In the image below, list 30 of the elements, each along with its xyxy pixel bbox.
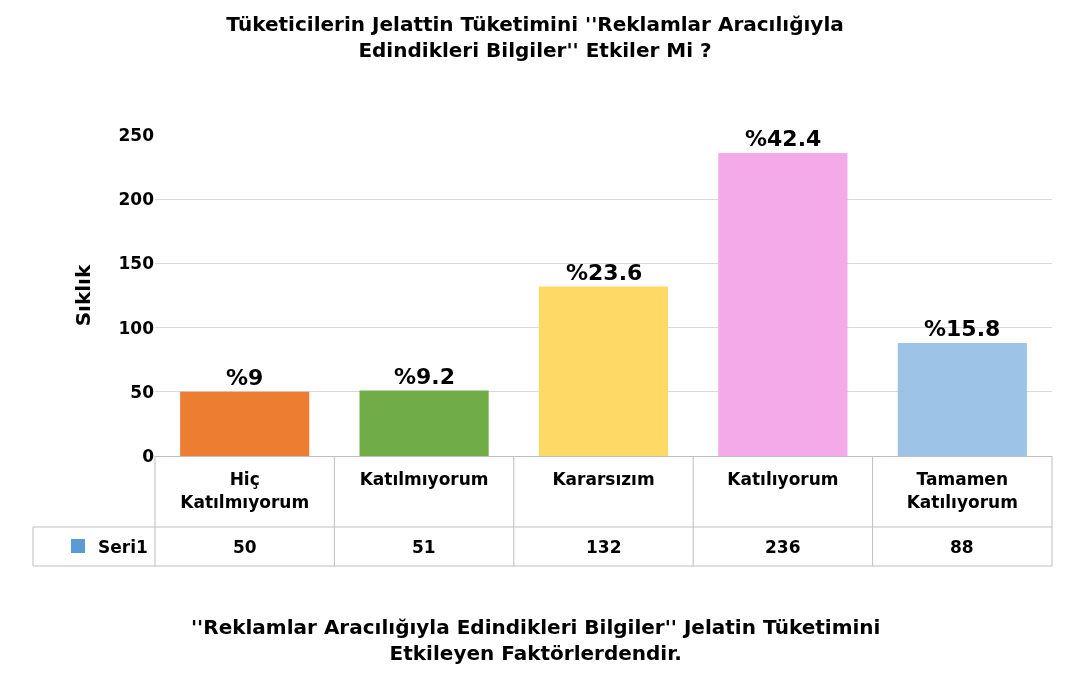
bar: [897, 343, 1027, 456]
annotation: %42.4: [745, 126, 822, 151]
bar: [718, 152, 848, 456]
chart-title: Tüketicilerin Jelattin Tüketimini ''Reklamlar Aracılığıyla Edindikleri Bilgiler'' Etkiler Mi ?: [226, 11, 844, 62]
bar: [359, 390, 489, 456]
y-tick-label: 50: [130, 381, 155, 402]
x-tick-label: Katılmıyorum: [359, 469, 489, 490]
data-label: 88: [950, 537, 974, 557]
y-tick-label: 100: [118, 317, 155, 338]
annotation: %9: [226, 365, 264, 390]
y-tick-label: 200: [118, 189, 155, 210]
annotation: %15.8: [924, 316, 1001, 341]
text: ''Reklamlar Aracılığıyla Edindikleri Bilgiler'' Jelatin Tüketimini Etkileyen Faktörlerdendir.: [191, 615, 881, 665]
legend-key: Seri1: [71, 536, 148, 557]
x-tick-label: Tamamen Katılıyorum: [906, 469, 1018, 512]
annotation: %9.2: [394, 364, 456, 389]
annotation: %23.6: [566, 260, 643, 285]
x-tick-label: Katılıyorum: [727, 469, 839, 490]
y-tick-label: 250: [118, 124, 155, 145]
bar: [538, 286, 669, 456]
data-label: 50: [233, 537, 257, 557]
x-tick-label: Kararsızım: [552, 469, 655, 490]
data-label: 236: [765, 537, 801, 557]
bar: [180, 391, 310, 456]
x-tick-label: Hiç Katılmıyorum: [180, 469, 310, 512]
y-tick-label: 150: [118, 253, 155, 274]
data-label: 132: [586, 537, 622, 557]
data-label: 51: [412, 537, 436, 557]
y-axis-title: Sıklık: [71, 264, 95, 327]
y-tick-label: 0: [142, 445, 155, 466]
